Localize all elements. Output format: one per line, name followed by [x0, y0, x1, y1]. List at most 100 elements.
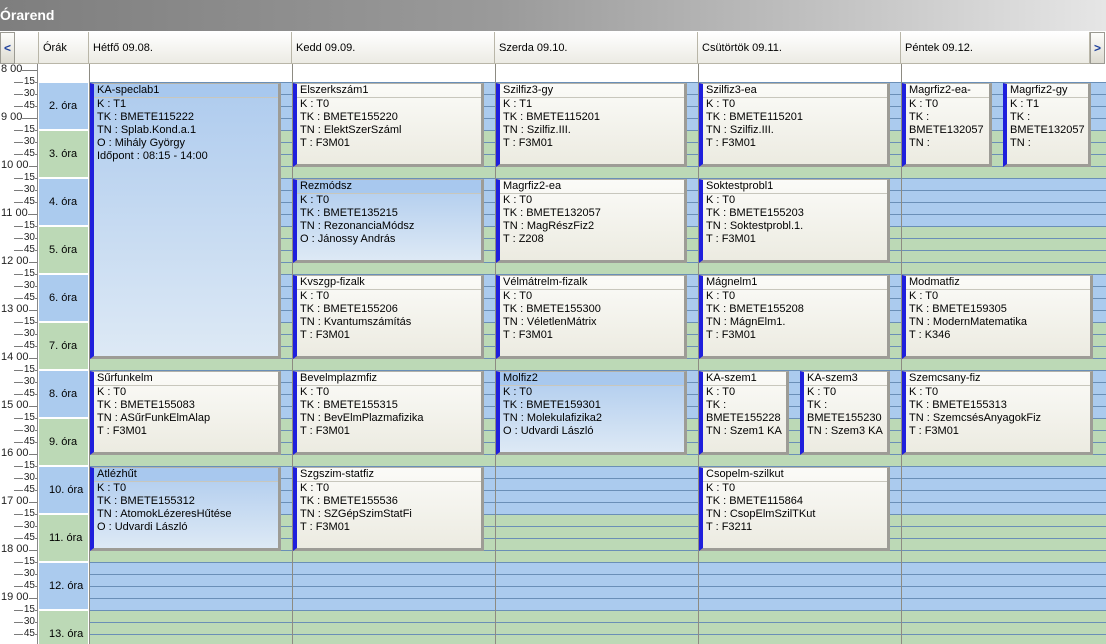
day-header-fri[interactable]: Péntek 09.12. — [901, 32, 1090, 64]
time-label: 45 — [22, 99, 35, 111]
event-card[interactable]: KA-szem1 K : T0 TK : BMETE155228 TN : Szem1 … — [699, 370, 789, 455]
hour-cell: 13. óra — [39, 609, 88, 644]
event-card[interactable]: Szgszim-statfiz K : T0 TK : BMETE155536 TN … — [293, 466, 484, 551]
event-detail-line: TN : ModernMatematika — [909, 315, 1027, 328]
event-card[interactable]: Csopelm-szilkut K : T0 TK : BMETE115864 TN … — [699, 466, 890, 551]
event-detail-line: TN : ElektSzerSzáml — [300, 123, 402, 136]
event-card[interactable]: KA-speclab1 K : T1 TK : BMETE115222 TN : Sp… — [90, 82, 281, 359]
event-card[interactable]: Bevelmplazmfiz K : T0 TK : BMETE155315 TN :… — [293, 370, 484, 455]
event-detail-line: T : K346 — [909, 328, 951, 341]
day-header-mon[interactable]: Hétfő 09.08. — [89, 32, 292, 64]
hour-cell: 10. óra — [39, 465, 88, 514]
time-label: 15 — [22, 171, 35, 183]
time-label: 10 00 — [0, 158, 29, 171]
slot-line — [89, 81, 1106, 83]
event-card[interactable]: Magrfiz2-ea- K : T0 TK : BMETE132057 TN : — [902, 82, 992, 167]
event-card[interactable]: Soktestprobl1 K : T0 TK : BMETE155203 TN : … — [699, 178, 890, 263]
event-detail-line: K : T0 — [300, 97, 330, 110]
event-title: Vélmátrelm-fizalk — [500, 276, 684, 290]
time-label: 15 — [22, 123, 35, 135]
slot-line — [89, 609, 1106, 611]
event-detail-line: T : F3211 — [706, 520, 753, 533]
event-card[interactable]: Elszerkszám1 K : T0 TK : BMETE155220 TN : E… — [293, 82, 484, 167]
day-separator — [495, 64, 496, 644]
hour-cell: 8. óra — [39, 369, 88, 418]
event-title: KA-speclab1 — [94, 83, 278, 98]
event-detail-line: K : T0 — [909, 97, 939, 110]
slot-line — [89, 273, 1106, 275]
event-card[interactable]: Sűrfunkelm K : T0 TK : BMETE155083 TN : ASű… — [90, 370, 281, 455]
event-detail-line: TK : BMETE159305 — [909, 302, 1007, 315]
event-detail-line: TN : — [909, 136, 930, 149]
event-card[interactable]: Modmatfiz K : T0 TK : BMETE159305 TN : Mode… — [902, 274, 1093, 359]
prev-week-button[interactable]: < — [0, 32, 15, 64]
event-card[interactable]: Atlézhűt K : T0 TK : BMETE155312 TN : Atomo… — [90, 466, 281, 551]
event-detail-line: TN : CsopElmSzilTKut — [706, 507, 816, 520]
event-title: Szemcsany-fiz — [906, 372, 1090, 386]
event-card[interactable]: Szilfiz3-gy K : T1 TK : BMETE115201 TN : Sz… — [496, 82, 687, 167]
time-label: 11 00 — [0, 206, 28, 219]
event-detail-line: TN : SzemcsésAnyagokFiz — [909, 411, 1042, 424]
event-detail-line: O : Udvardi László — [503, 424, 594, 437]
event-detail-line: TK : — [807, 398, 828, 411]
hour-cell: 7. óra — [39, 321, 88, 370]
slot-line — [89, 561, 1106, 563]
time-label: 45 — [22, 483, 35, 495]
time-label: 45 — [22, 531, 35, 543]
event-detail-line: TN : Szilfiz.III. — [503, 123, 571, 136]
event-detail-line: K : T0 — [706, 385, 736, 398]
event-card[interactable]: Mágnelm1 K : T0 TK : BMETE155208 TN : MágnE… — [699, 274, 890, 359]
event-detail-line: TK : BMETE155203 — [706, 206, 804, 219]
event-card[interactable]: Magrfiz2-ea K : T0 TK : BMETE132057 TN : Ma… — [496, 178, 687, 263]
event-title: Magrfiz2-gy — [1007, 84, 1088, 98]
event-detail-line: K : T0 — [300, 193, 330, 206]
event-card[interactable]: Szilfiz3-ea K : T0 TK : BMETE115201 TN : Sz… — [699, 82, 890, 167]
event-card[interactable]: Vélmátrelm-fizalk K : T0 TK : BMETE155300 T… — [496, 274, 687, 359]
day-header-wed[interactable]: Szerda 09.10. — [495, 32, 698, 64]
event-detail-line: TN : Szem1 KA — [706, 424, 782, 437]
event-detail-line: TN : RezonanciaMódsz — [300, 219, 415, 232]
event-detail-line: K : T0 — [706, 193, 736, 206]
event-card[interactable]: Magrfiz2-gy K : T1 TK : BMETE132057 TN : — [1003, 82, 1091, 167]
slot-line — [89, 465, 1106, 467]
time-label: 15 — [22, 603, 35, 615]
event-detail-line: TN : BevElmPlazmafizika — [300, 411, 424, 424]
event-detail-line: K : T1 — [97, 97, 127, 110]
event-card[interactable]: Molfiz2 K : T0 TK : BMETE159301 TN : Moleku… — [496, 370, 687, 455]
event-card[interactable]: Kvszgp-fizalk K : T0 TK : BMETE155206 TN : … — [293, 274, 484, 359]
slot-line — [89, 537, 1106, 539]
event-title: Sűrfunkelm — [94, 372, 278, 386]
time-label: 16 00 — [0, 446, 29, 459]
event-detail-line: K : T0 — [503, 193, 533, 206]
next-week-button[interactable]: > — [1090, 32, 1105, 64]
event-card[interactable]: Rezmódsz K : T0 TK : BMETE135215 TN : Rezon… — [293, 178, 484, 263]
event-title: Atlézhűt — [94, 467, 278, 482]
event-detail-line: TN : Molekulafizika2 — [503, 411, 603, 424]
event-title: Rezmódsz — [297, 179, 481, 194]
event-title: Kvszgp-fizalk — [297, 276, 481, 290]
event-detail-line: TK : BMETE135215 — [300, 206, 398, 219]
event-card[interactable]: KA-szem3 K : T0 TK : BMETE155230 TN : Szem3 … — [800, 370, 890, 455]
time-label: 9 00 — [0, 110, 23, 123]
event-detail-line: T : F3M01 — [97, 424, 147, 437]
time-label: 15 — [22, 363, 35, 375]
time-label: 8 00 — [0, 62, 23, 75]
event-card[interactable]: Szemcsany-fiz K : T0 TK : BMETE155313 TN : … — [902, 370, 1093, 455]
event-detail-line: K : T0 — [909, 289, 939, 302]
event-detail-line: O : Jánossy András — [300, 232, 396, 245]
day-header-tue[interactable]: Kedd 09.09. — [292, 32, 495, 64]
day-separator — [89, 64, 90, 644]
event-detail-line: O : Udvardi László — [97, 520, 188, 533]
event-title: Magrfiz2-ea — [500, 180, 684, 194]
time-label: 12 00 — [0, 254, 29, 267]
event-detail-line: K : T0 — [706, 97, 736, 110]
time-label: 15 — [22, 507, 35, 519]
event-detail-line: TK : BMETE155083 — [97, 398, 195, 411]
event-detail-line: TK : — [1010, 110, 1031, 123]
event-title: Bevelmplazmfiz — [297, 372, 481, 386]
hour-band[interactable] — [89, 609, 1106, 644]
day-header-thu[interactable]: Csütörtök 09.11. — [698, 32, 901, 64]
time-label: 45 — [22, 435, 35, 447]
event-title: Soktestprobl1 — [703, 180, 887, 194]
event-detail-line: TK : BMETE155313 — [909, 398, 1007, 411]
